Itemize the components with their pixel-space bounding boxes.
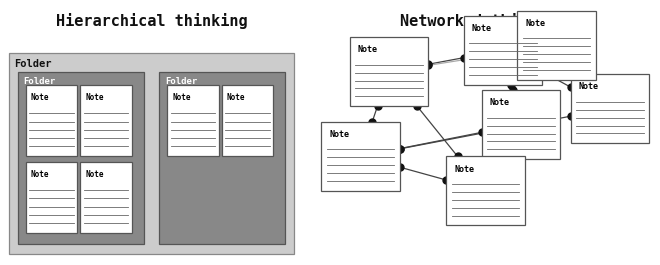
Text: Note: Note — [454, 165, 474, 174]
FancyBboxPatch shape — [517, 11, 596, 80]
Text: Hierarchical thinking: Hierarchical thinking — [56, 13, 247, 29]
FancyBboxPatch shape — [222, 85, 273, 156]
Text: Note: Note — [472, 24, 492, 33]
Text: Folder: Folder — [165, 77, 197, 86]
Text: Note: Note — [490, 98, 510, 107]
Text: Note: Note — [227, 93, 246, 102]
Text: Note: Note — [86, 170, 104, 179]
Text: Note: Note — [31, 93, 50, 102]
FancyBboxPatch shape — [9, 53, 294, 254]
Text: Note: Note — [525, 19, 545, 28]
FancyBboxPatch shape — [26, 162, 77, 233]
Text: Folder: Folder — [24, 77, 56, 86]
FancyBboxPatch shape — [81, 85, 132, 156]
Text: Note: Note — [86, 93, 104, 102]
FancyBboxPatch shape — [350, 37, 428, 106]
FancyBboxPatch shape — [167, 85, 218, 156]
Text: Note: Note — [31, 170, 50, 179]
FancyBboxPatch shape — [81, 162, 132, 233]
FancyBboxPatch shape — [26, 85, 77, 156]
Text: Note: Note — [172, 93, 191, 102]
FancyBboxPatch shape — [446, 156, 525, 225]
FancyBboxPatch shape — [321, 122, 400, 191]
Text: Note: Note — [579, 82, 599, 91]
Text: Note: Note — [358, 45, 378, 54]
FancyBboxPatch shape — [464, 16, 543, 85]
FancyBboxPatch shape — [482, 90, 560, 159]
Text: Folder: Folder — [15, 59, 52, 69]
Text: Note: Note — [329, 130, 349, 139]
Text: Networked thinking: Networked thinking — [400, 13, 564, 29]
FancyBboxPatch shape — [160, 72, 285, 244]
FancyBboxPatch shape — [571, 74, 649, 143]
FancyBboxPatch shape — [18, 72, 144, 244]
